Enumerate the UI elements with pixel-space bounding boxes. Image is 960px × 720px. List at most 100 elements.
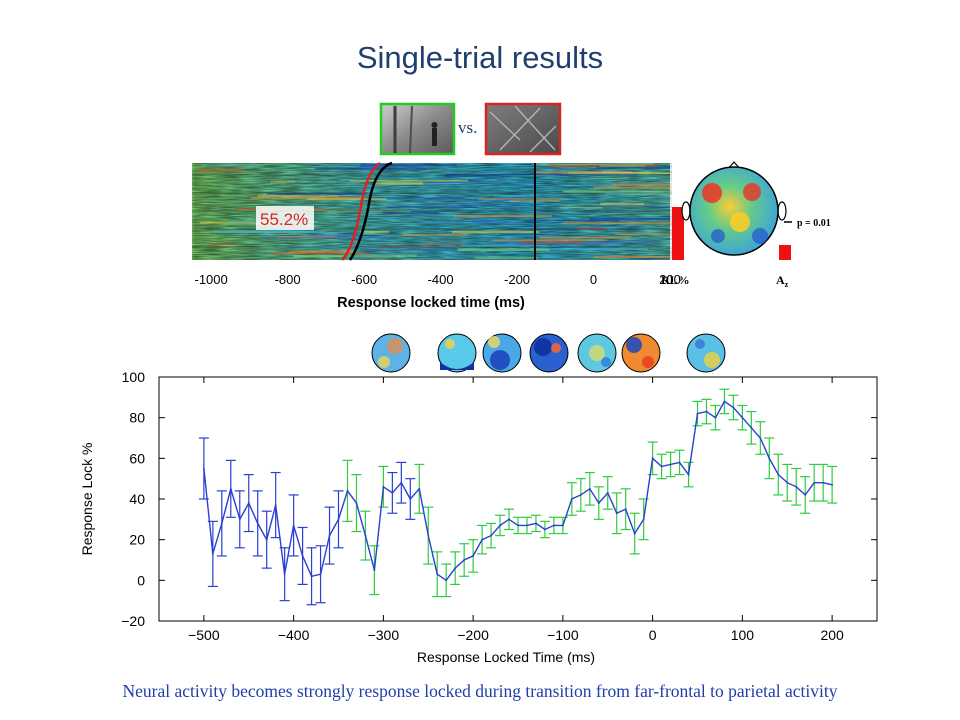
slide-caption: Neural activity becomes strongly respons… xyxy=(122,681,838,701)
data-point-0 xyxy=(202,467,205,470)
rl-percent-label: RL% xyxy=(661,273,690,287)
y-axis-label: Response Lock % xyxy=(79,443,95,556)
data-point-43 xyxy=(588,487,591,490)
data-point-68 xyxy=(813,481,816,484)
data-point-24 xyxy=(418,487,421,490)
data-point-69 xyxy=(822,481,825,484)
raster-x-tick-1: -800 xyxy=(275,272,301,287)
x-tick-label-2: −300 xyxy=(368,627,400,643)
data-point-22 xyxy=(400,481,403,484)
raster-x-tick-6: 200 xyxy=(659,272,681,287)
data-point-15 xyxy=(337,518,340,521)
data-point-9 xyxy=(283,573,286,576)
data-point-23 xyxy=(409,498,412,500)
raster-x-tick-3: -400 xyxy=(428,272,454,287)
page-title: Single-trial results xyxy=(356,40,604,75)
data-point-5 xyxy=(247,502,250,504)
data-point-27 xyxy=(445,579,448,582)
x-tick-label-6: 100 xyxy=(731,627,755,643)
data-point-8 xyxy=(274,504,277,506)
data-point-21 xyxy=(391,492,394,494)
data-point-65 xyxy=(786,481,789,484)
data-point-37 xyxy=(535,522,537,525)
data-point-44 xyxy=(597,502,600,504)
data-point-49 xyxy=(642,518,645,521)
data-point-46 xyxy=(615,512,618,515)
data-point-19 xyxy=(373,569,376,572)
data-point-63 xyxy=(768,457,771,460)
data-point-31 xyxy=(481,538,483,541)
data-point-18 xyxy=(364,534,367,537)
data-point-41 xyxy=(570,498,573,500)
data-point-52 xyxy=(669,463,672,466)
data-point-61 xyxy=(750,426,753,429)
data-point-29 xyxy=(463,559,466,561)
vs-label: vs. xyxy=(458,118,477,137)
raster-x-tick-5: 0 xyxy=(590,272,597,287)
data-point-28 xyxy=(454,567,457,570)
data-point-3 xyxy=(229,487,232,490)
data-point-39 xyxy=(553,524,555,527)
data-point-7 xyxy=(265,538,268,541)
y-tick-label-5: 80 xyxy=(129,410,145,426)
face-stimulus-image xyxy=(379,102,456,156)
data-point-14 xyxy=(328,534,331,537)
data-series xyxy=(202,400,834,582)
raster-x-tick-2: -600 xyxy=(351,272,377,287)
y-tick-label-6: 100 xyxy=(122,369,146,385)
data-point-60 xyxy=(741,416,744,419)
nonface-stimulus-image xyxy=(484,102,562,156)
p-value-label: p = 0.01 xyxy=(797,218,831,229)
scalp-map-large xyxy=(681,161,787,256)
x-tick-label-4: −100 xyxy=(547,627,579,643)
data-point-32 xyxy=(490,534,492,537)
stimulus-onset-curve-red xyxy=(341,161,381,261)
response-lock-line xyxy=(203,400,833,582)
data-point-55 xyxy=(696,412,699,415)
data-point-40 xyxy=(561,524,564,527)
data-point-56 xyxy=(705,410,708,413)
data-point-6 xyxy=(256,522,259,525)
data-point-13 xyxy=(319,573,322,576)
data-point-20 xyxy=(382,485,385,488)
y-tick-label-2: 20 xyxy=(129,532,145,548)
az-bar xyxy=(779,245,791,260)
data-point-38 xyxy=(544,528,546,531)
data-point-30 xyxy=(472,555,475,557)
data-point-42 xyxy=(579,494,582,496)
data-point-47 xyxy=(624,508,627,511)
data-point-35 xyxy=(517,524,519,527)
az-label: Az xyxy=(776,273,789,289)
data-point-64 xyxy=(777,473,780,476)
y-tick-label-1: 0 xyxy=(137,572,145,588)
data-point-67 xyxy=(804,494,807,496)
x-tick-label-7: 200 xyxy=(820,627,844,643)
data-point-10 xyxy=(292,524,295,527)
data-point-4 xyxy=(238,518,241,521)
scalp-map-7 xyxy=(686,333,726,373)
scalp-map-3 xyxy=(482,333,522,373)
data-point-33 xyxy=(499,524,501,527)
data-point-66 xyxy=(795,485,798,488)
raster-x-axis-label: Response locked time (ms) xyxy=(337,295,525,311)
y-axis: −20 0 20 40 60 80 100 xyxy=(121,369,877,629)
data-point-2 xyxy=(220,522,223,525)
raster-x-tick-0: -1000 xyxy=(194,272,227,287)
scalp-map-row xyxy=(371,333,726,373)
data-point-1 xyxy=(211,553,214,555)
x-axis: −500 −400 −300 −200 −100 0 100 200 xyxy=(188,377,844,643)
data-point-12 xyxy=(310,575,313,578)
data-point-58 xyxy=(723,400,726,403)
scalp-map-1 xyxy=(371,333,411,373)
data-point-16 xyxy=(346,489,349,492)
y-tick-label-4: 60 xyxy=(129,450,145,466)
data-point-48 xyxy=(633,532,636,535)
response-raster: 55.2% xyxy=(192,161,672,261)
data-point-54 xyxy=(687,473,690,476)
rl-percent-bar xyxy=(672,207,684,260)
data-point-62 xyxy=(759,437,762,439)
response-lock-percent: 55.2% xyxy=(260,210,308,229)
plot-frame xyxy=(158,376,878,622)
